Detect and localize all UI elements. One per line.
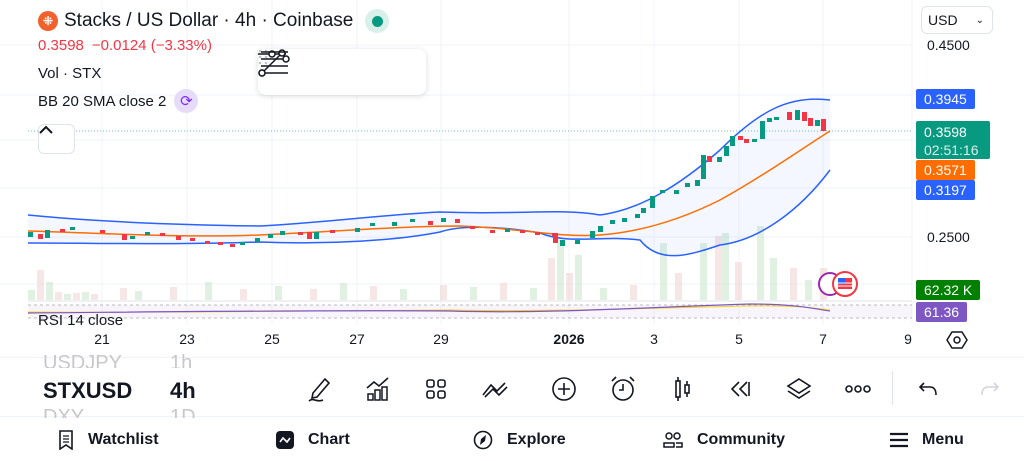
symbol-picker-current[interactable]: STXUSD xyxy=(43,378,133,403)
price-change: −0.0124 (−3.33%) xyxy=(91,37,212,54)
price-axis-label: 0.4500 xyxy=(927,37,970,53)
symbol-picker-next[interactable]: DXY xyxy=(43,406,85,418)
more-dots-icon xyxy=(845,385,871,393)
layers-icon xyxy=(786,378,812,399)
draw-tools-button[interactable] xyxy=(305,374,335,404)
upper-band-tag: 0.3945 xyxy=(916,89,975,109)
rsi-label: RSI 14 close xyxy=(38,312,124,326)
time-axis-label: 2026 xyxy=(553,331,585,347)
time-axis-label: 9 xyxy=(904,331,912,347)
nav-label: Watchlist xyxy=(88,430,159,448)
menu-icon xyxy=(890,432,908,447)
compass-icon xyxy=(473,430,493,449)
last-price: 0.3598 xyxy=(38,37,84,54)
drag-handle-icon[interactable] xyxy=(258,49,292,92)
event-badges xyxy=(818,271,858,297)
chart-icon xyxy=(276,430,294,449)
timeframe-picker-next[interactable]: 1D xyxy=(170,406,196,418)
time-axis-label: 7 xyxy=(819,331,827,347)
chart-canvas[interactable] xyxy=(0,0,1024,355)
currency-value: USD xyxy=(928,12,958,28)
nav-explore[interactable]: Explore xyxy=(473,418,566,461)
indicators-button[interactable] xyxy=(363,374,393,404)
basis-tag: 0.3571 xyxy=(916,160,975,180)
lower-band-tag: 0.3197 xyxy=(916,180,975,200)
layouts-button[interactable] xyxy=(421,374,451,404)
replay-button[interactable] xyxy=(725,374,755,404)
refresh-icon[interactable]: ⟳ xyxy=(174,89,199,113)
indicators-icon xyxy=(366,377,389,401)
chart-area[interactable]: ⁜ Stacks / US Dollar · 4h · Coinbase 0.3… xyxy=(0,0,1024,355)
timeframe-picker-prev[interactable]: 1h xyxy=(170,352,193,368)
nav-menu[interactable]: Menu xyxy=(890,418,964,461)
currency-select[interactable]: USD ⌄ xyxy=(921,6,993,34)
redo-button[interactable] xyxy=(975,374,1005,404)
stacks-logo-icon: ⁜ xyxy=(38,11,58,31)
objects-tree-button[interactable] xyxy=(784,374,814,404)
compare-icon xyxy=(482,382,508,398)
time-axis-label: 3 xyxy=(650,331,658,347)
symbol-title[interactable]: Stacks / US Dollar · 4h · Coinbase xyxy=(64,10,354,31)
timeframe-picker-current[interactable]: 4h xyxy=(170,378,196,403)
horizontal-line-icon[interactable] xyxy=(258,50,334,92)
last-price-value: 0.3598 xyxy=(924,124,967,140)
time-axis-label: 27 xyxy=(349,331,365,347)
symbol-picker-prev[interactable]: USDJPY xyxy=(43,352,122,368)
bb-indicator-legend[interactable]: BB 20 SMA close 2 ⟳ xyxy=(38,89,389,113)
price-axis-label: 0.2500 xyxy=(927,229,970,245)
time-axis-label: 23 xyxy=(179,331,195,347)
rsi-tag: 61.36 xyxy=(916,302,968,322)
alarm-clock-icon xyxy=(611,376,635,401)
bottom-nav: Watchlist Chart Explore Community Menu xyxy=(0,418,1024,461)
volume-tag: 62.32 K xyxy=(916,280,981,300)
nav-label: Chart xyxy=(308,430,350,448)
nav-label: Community xyxy=(697,430,785,448)
fib-retracement-icon[interactable] xyxy=(258,51,418,92)
grid-icon xyxy=(426,379,446,399)
settings-hexagon-icon xyxy=(946,331,968,349)
chart-legend: ⁜ Stacks / US Dollar · 4h · Coinbase 0.3… xyxy=(38,9,390,113)
bar-countdown: 02:51:16 xyxy=(924,142,979,158)
redo-icon xyxy=(981,382,1000,396)
community-icon xyxy=(663,431,683,448)
candles-icon xyxy=(675,377,690,401)
chevron-up-icon xyxy=(39,125,53,134)
chevron-down-icon: ⌄ xyxy=(975,14,984,26)
time-axis-label: 29 xyxy=(433,331,449,347)
add-button[interactable] xyxy=(549,374,579,404)
volume-indicator-legend[interactable]: Vol · STX xyxy=(38,63,389,83)
watchlist-icon xyxy=(59,429,73,450)
rsi-legend[interactable]: RSI 14 close xyxy=(38,312,123,326)
more-button[interactable] xyxy=(843,374,873,404)
pencil-icon xyxy=(308,377,331,402)
rewind-icon xyxy=(730,381,750,397)
nav-label: Menu xyxy=(922,430,964,448)
alert-button[interactable] xyxy=(608,374,638,404)
volume-label: Vol · STX xyxy=(38,64,102,82)
nav-community[interactable]: Community xyxy=(663,418,785,461)
toolbar-divider xyxy=(892,371,893,405)
chart-type-button[interactable] xyxy=(668,374,698,404)
bb-label: BB 20 SMA close 2 xyxy=(38,92,167,110)
bottom-toolbar: USDJPY STXUSD DXY 1h 4h 1D xyxy=(0,352,1024,418)
last-price-tag: 0.3598 02:51:16 xyxy=(916,121,990,159)
market-status-icon[interactable] xyxy=(365,9,390,33)
nav-label: Explore xyxy=(507,430,566,448)
plus-circle-icon xyxy=(552,377,576,401)
trend-line-icon[interactable] xyxy=(258,49,376,92)
collapse-legend-button[interactable] xyxy=(38,124,75,154)
time-axis-label: 25 xyxy=(264,331,280,347)
nav-watchlist[interactable]: Watchlist xyxy=(58,418,159,461)
undo-icon xyxy=(918,382,937,396)
time-axis-label: 5 xyxy=(735,331,743,347)
drawing-toolbar[interactable] xyxy=(258,49,426,95)
compare-button[interactable] xyxy=(480,374,510,404)
time-axis-label: 21 xyxy=(94,331,110,347)
nav-chart[interactable]: Chart xyxy=(276,418,350,461)
undo-button[interactable] xyxy=(913,374,943,404)
